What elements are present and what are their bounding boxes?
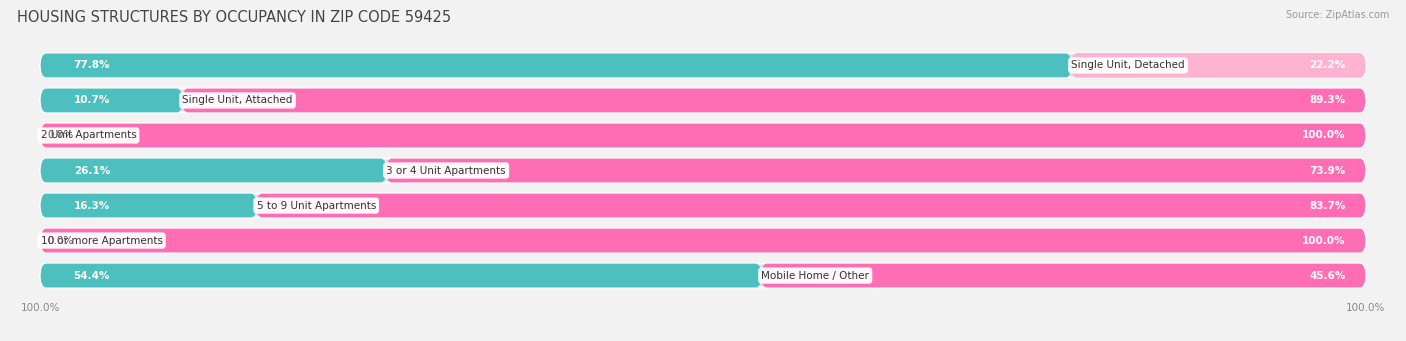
- Text: 10 or more Apartments: 10 or more Apartments: [41, 236, 163, 246]
- FancyBboxPatch shape: [41, 89, 1365, 113]
- FancyBboxPatch shape: [41, 264, 1365, 287]
- FancyBboxPatch shape: [41, 54, 1365, 77]
- Text: 22.2%: 22.2%: [1309, 60, 1346, 71]
- FancyBboxPatch shape: [41, 194, 1365, 218]
- FancyBboxPatch shape: [387, 159, 1365, 182]
- FancyBboxPatch shape: [41, 159, 1365, 182]
- Text: Single Unit, Detached: Single Unit, Detached: [1071, 60, 1185, 71]
- Text: 0.0%: 0.0%: [48, 131, 73, 140]
- FancyBboxPatch shape: [41, 264, 761, 287]
- Text: 26.1%: 26.1%: [73, 165, 110, 176]
- Text: HOUSING STRUCTURES BY OCCUPANCY IN ZIP CODE 59425: HOUSING STRUCTURES BY OCCUPANCY IN ZIP C…: [17, 10, 451, 25]
- Text: 45.6%: 45.6%: [1309, 270, 1346, 281]
- FancyBboxPatch shape: [41, 123, 1365, 147]
- Text: 73.9%: 73.9%: [1309, 165, 1346, 176]
- Text: Single Unit, Attached: Single Unit, Attached: [183, 95, 292, 105]
- Text: 10.7%: 10.7%: [73, 95, 110, 105]
- FancyBboxPatch shape: [41, 159, 387, 182]
- FancyBboxPatch shape: [41, 89, 183, 113]
- FancyBboxPatch shape: [41, 123, 1365, 147]
- FancyBboxPatch shape: [761, 264, 1365, 287]
- Text: Source: ZipAtlas.com: Source: ZipAtlas.com: [1285, 10, 1389, 20]
- Text: 89.3%: 89.3%: [1309, 95, 1346, 105]
- FancyBboxPatch shape: [41, 194, 256, 218]
- Text: 100.0%: 100.0%: [1302, 236, 1346, 246]
- FancyBboxPatch shape: [41, 228, 1365, 252]
- FancyBboxPatch shape: [1071, 54, 1365, 77]
- FancyBboxPatch shape: [256, 194, 1365, 218]
- FancyBboxPatch shape: [1071, 54, 1365, 77]
- Text: 83.7%: 83.7%: [1309, 201, 1346, 210]
- Text: 16.3%: 16.3%: [73, 201, 110, 210]
- FancyBboxPatch shape: [183, 89, 1365, 113]
- Text: 100.0%: 100.0%: [1302, 131, 1346, 140]
- Text: 77.8%: 77.8%: [73, 60, 110, 71]
- Text: 54.4%: 54.4%: [73, 270, 110, 281]
- Text: 3 or 4 Unit Apartments: 3 or 4 Unit Apartments: [387, 165, 506, 176]
- Text: 0.0%: 0.0%: [48, 236, 73, 246]
- Text: 2 Unit Apartments: 2 Unit Apartments: [41, 131, 136, 140]
- Text: 5 to 9 Unit Apartments: 5 to 9 Unit Apartments: [256, 201, 375, 210]
- FancyBboxPatch shape: [41, 54, 1071, 77]
- Text: Mobile Home / Other: Mobile Home / Other: [761, 270, 869, 281]
- FancyBboxPatch shape: [41, 228, 1365, 252]
